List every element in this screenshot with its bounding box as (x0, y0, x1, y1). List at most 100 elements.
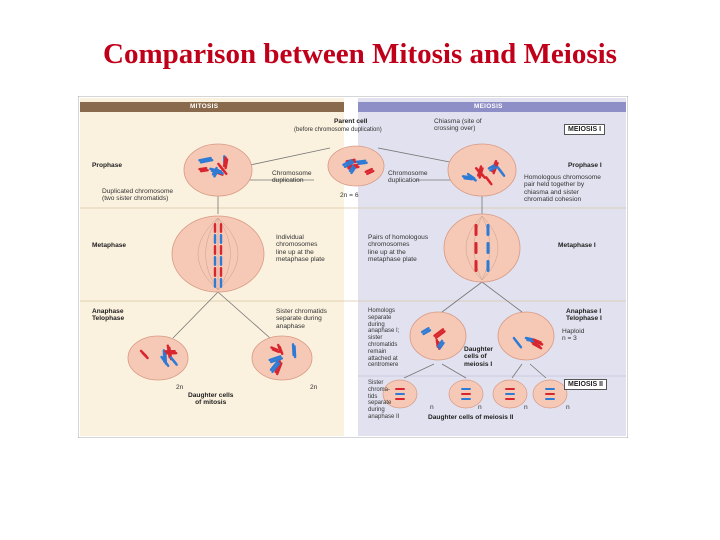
meiosis-header-bar (358, 102, 626, 112)
anaphase-telophase-label: Anaphase Telophase (92, 308, 125, 323)
chromosome (222, 156, 227, 168)
chromosome (487, 164, 496, 170)
chromosome (366, 169, 375, 176)
chromosome (219, 245, 223, 255)
chiasma-label: Chiasma (site of crossing over) (434, 118, 482, 133)
chromosome (270, 357, 284, 364)
chromosome (395, 393, 405, 395)
meiosis-i-box: MEIOSIS I (564, 124, 606, 135)
chromosome (489, 166, 497, 172)
chromosome (293, 345, 297, 359)
two-n-right-label: 2n (310, 384, 318, 391)
chromosome (141, 351, 149, 360)
chromosome (224, 158, 229, 170)
chromosome (213, 234, 217, 244)
chromosome (219, 223, 223, 233)
two-n-left-label: 2n (176, 384, 184, 391)
arrow (377, 147, 461, 165)
chromosome (461, 393, 471, 395)
metaphase-i-cell (443, 213, 521, 283)
sister-chromatids-separate-ii-label: Sister chroma- tids separate during anap… (368, 380, 400, 420)
chromosome (164, 349, 176, 353)
chromosome (486, 178, 493, 186)
chromosome (505, 398, 515, 400)
haploid-label: Haploid n = 3 (562, 328, 585, 343)
chromosome (199, 168, 209, 173)
chromosome-duplication-right: Chromosome duplication (388, 170, 428, 185)
chromosome (395, 388, 405, 390)
mitosis-header-bar (80, 102, 344, 112)
chromosome (271, 348, 280, 354)
chromosome (497, 167, 506, 177)
chromosome (505, 393, 515, 395)
chromosome (348, 165, 355, 173)
chromosome (545, 398, 555, 400)
metaphase-i-label: Metaphase I (558, 242, 596, 249)
chromosome (422, 329, 432, 336)
chromosome (271, 362, 281, 373)
anaphase-telophase-i-label: Anaphase I Telophase I (566, 308, 602, 323)
daughter-cells-meiosis-i-label: Daughter cells of meiosis I (464, 346, 493, 368)
chromosome (213, 223, 217, 233)
arrow (441, 363, 467, 379)
chromosome (545, 388, 555, 390)
slide-title: Comparison between Mitosis and Meiosis (103, 38, 617, 70)
arrow (217, 291, 271, 339)
sister-chromatids-separate-label: Sister chromatids separate during anapha… (276, 308, 327, 330)
chromosome (276, 362, 283, 376)
chromosome (526, 338, 536, 343)
mitosis-daughter-cell-left (127, 335, 189, 381)
chromosome (395, 398, 405, 400)
chromosome (219, 267, 223, 277)
chromosome (213, 267, 217, 277)
mitosis-header: MITOSIS (190, 103, 219, 110)
chromosome (474, 224, 478, 236)
figure-artwork (78, 96, 628, 438)
chromosome (345, 163, 359, 168)
parent-cell-label: Parent cell (334, 118, 368, 125)
n-label: n (524, 404, 528, 411)
arrow (481, 281, 523, 313)
chromosome (219, 256, 223, 266)
chromosome (350, 167, 356, 175)
chromosome (357, 161, 368, 165)
mitosis-meiosis-figure: MITOSIS MEIOSIS Parent cell (before chro… (78, 96, 628, 438)
chromosome (474, 260, 478, 272)
chromosome (269, 360, 279, 371)
prophase-i-label: Prophase I (568, 162, 602, 169)
daughter-cells-meiosis-ii-label: Daughter cells of meiosis II (428, 414, 514, 421)
prophase-label: Prophase (92, 162, 123, 169)
chromosome (420, 327, 430, 334)
chromosome (434, 330, 446, 339)
chromosome (505, 388, 515, 390)
homologous-pair-label: Homologous chromosome pair held together… (524, 174, 601, 204)
chromosome (342, 159, 353, 167)
chromosome (213, 256, 217, 266)
chromosome (474, 242, 478, 254)
homologs-separate-label: Homologs separate during anaphase I; sis… (368, 308, 400, 369)
chromosome (268, 355, 282, 362)
chromosome (461, 388, 471, 390)
duplicated-chromosome-label: Duplicated chromosome (two sister chroma… (102, 188, 174, 203)
two-n-6-label: 2n = 6 (340, 192, 359, 199)
chromosomes (139, 155, 555, 400)
chromosome (461, 398, 471, 400)
metaphase-label: Metaphase (92, 242, 127, 249)
chromosome (478, 167, 484, 179)
chromosome (437, 339, 444, 348)
chromosome (438, 341, 445, 350)
chromosome (486, 224, 490, 236)
meiosis-i-daughter-cell-right (497, 311, 555, 361)
arrow (441, 281, 483, 313)
chromosome (514, 338, 523, 349)
chromosome (477, 165, 483, 177)
chromosome (219, 278, 223, 288)
chromosome-duplication-left: Chromosome duplication (272, 170, 312, 185)
chromosome (198, 156, 212, 162)
n-label: n (430, 404, 434, 411)
chromosome (433, 328, 445, 337)
chromosome (165, 351, 178, 355)
chromosome (161, 357, 170, 368)
parent-cell-note: (before chromosome duplication) (294, 127, 382, 133)
chromosome (532, 342, 543, 350)
